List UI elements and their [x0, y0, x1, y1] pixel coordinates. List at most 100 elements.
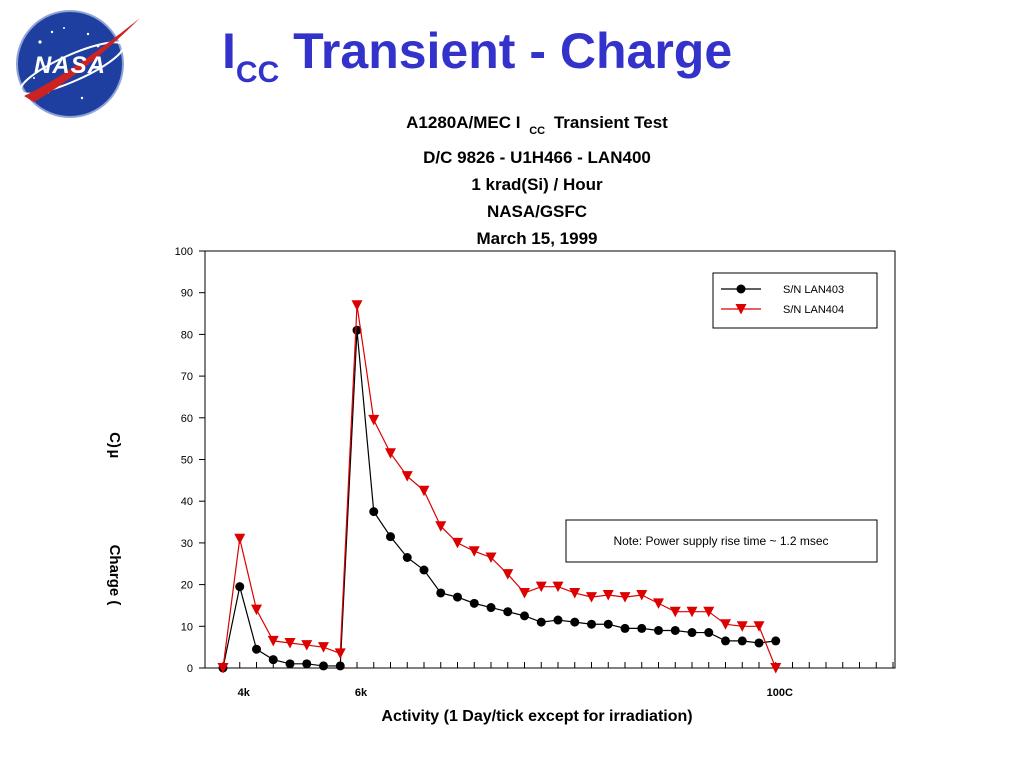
nasa-logo: NASA [16, 10, 140, 118]
x-tick-label: 6k [355, 687, 368, 699]
data-point [754, 638, 764, 648]
data-point [268, 655, 278, 665]
data-point [452, 537, 463, 549]
annotation-text: Note: Power supply rise time ~ 1.2 msec [613, 534, 828, 548]
chart-title-line-3: 1 krad(Si) / Hour [471, 175, 603, 194]
data-point [351, 300, 363, 311]
data-point [721, 636, 730, 646]
data-point [352, 325, 362, 335]
y-axis-label-main: Charge ( [106, 545, 123, 606]
data-point [570, 617, 580, 627]
x-tick-label: 100C [767, 687, 793, 699]
slide-title-rest: Transient - Charge [279, 23, 733, 79]
slide-title-subscript: CC [235, 56, 280, 89]
data-point [720, 619, 731, 630]
data-point [735, 304, 747, 315]
series-1 [218, 325, 781, 673]
data-point [587, 619, 596, 629]
data-point [235, 582, 245, 592]
data-point [603, 619, 613, 629]
y-tick-label: 60 [181, 413, 193, 425]
y-tick-label: 80 [181, 329, 193, 341]
data-point [736, 621, 748, 632]
data-point [419, 565, 429, 575]
data-point [636, 590, 648, 601]
legend-label: S/N LAN403 [783, 284, 844, 296]
series-line [222, 330, 776, 669]
data-point [687, 628, 697, 638]
y-axis-label-unit: µ [106, 450, 123, 459]
annotation-box [565, 519, 878, 563]
slide-title: ICC Transient - Charge [222, 23, 733, 88]
series-line [222, 305, 777, 669]
data-point [586, 592, 597, 603]
data-point [436, 588, 446, 598]
data-point [536, 617, 546, 627]
data-point [704, 628, 714, 638]
y-axis-label-tail: C) [106, 432, 123, 448]
data-point [369, 507, 379, 517]
data-point [553, 615, 563, 625]
data-point [520, 611, 529, 621]
legend-label: S/N LAN404 [783, 304, 844, 316]
data-point [502, 569, 514, 580]
x-axis-label: Activity (1 Day/tick except for irradiat… [381, 708, 692, 725]
data-point [620, 623, 630, 633]
data-point [251, 604, 262, 616]
data-point [670, 625, 680, 635]
data-point [435, 521, 447, 532]
y-tick-label: 90 [181, 288, 193, 300]
data-point [335, 661, 345, 671]
data-point [770, 663, 782, 674]
y-tick-label: 20 [181, 580, 193, 592]
data-point [753, 621, 765, 632]
data-point [569, 587, 581, 599]
slide-title-main: I [222, 23, 236, 79]
data-point [468, 546, 480, 557]
y-axis-label: Charge ( [106, 545, 123, 606]
chart-title-line-5: March 15, 1999 [476, 229, 598, 248]
data-point [637, 623, 647, 633]
data-point [334, 648, 346, 659]
data-point [686, 606, 698, 618]
chart-title-line-4: NASA/GSFC [486, 202, 588, 221]
svg-text:NASA: NASA [34, 52, 106, 79]
x-tick-label: 4k [238, 687, 251, 699]
data-point [552, 581, 564, 593]
data-point [486, 603, 496, 613]
y-tick-label: 50 [181, 455, 193, 467]
y-tick-label: 10 [181, 621, 193, 633]
chart-title-subscript: CC [529, 125, 546, 137]
data-point [234, 533, 246, 545]
data-point [654, 625, 663, 635]
data-point [285, 659, 295, 669]
data-point [737, 636, 747, 646]
data-point [469, 598, 479, 608]
data-point [217, 663, 229, 674]
y-tick-label: 100 [175, 246, 193, 258]
data-point [703, 606, 715, 618]
y-tick-label: 30 [181, 538, 193, 550]
data-point [653, 598, 664, 609]
data-point [453, 592, 462, 602]
data-point [485, 552, 497, 563]
legend-box [712, 272, 878, 329]
chart-title-prefix: A1280A/MEC I [406, 113, 521, 132]
data-point [602, 590, 614, 601]
data-point [535, 581, 547, 593]
data-point [319, 661, 328, 671]
y-tick-label: 70 [181, 371, 193, 383]
data-point [284, 637, 296, 649]
y-tick-label: 40 [181, 496, 193, 508]
data-point [736, 284, 746, 294]
chart-title-line-2: D/C 9826 - U1H466 - LAN400 [423, 148, 651, 167]
data-point [619, 592, 631, 603]
series-2 [217, 300, 782, 674]
data-point [402, 552, 412, 562]
data-point [301, 640, 313, 651]
chart-title-line-1: A1280A/MEC I CC Transient Test [300, 113, 774, 137]
data-point [318, 642, 329, 653]
data-point [368, 414, 380, 426]
